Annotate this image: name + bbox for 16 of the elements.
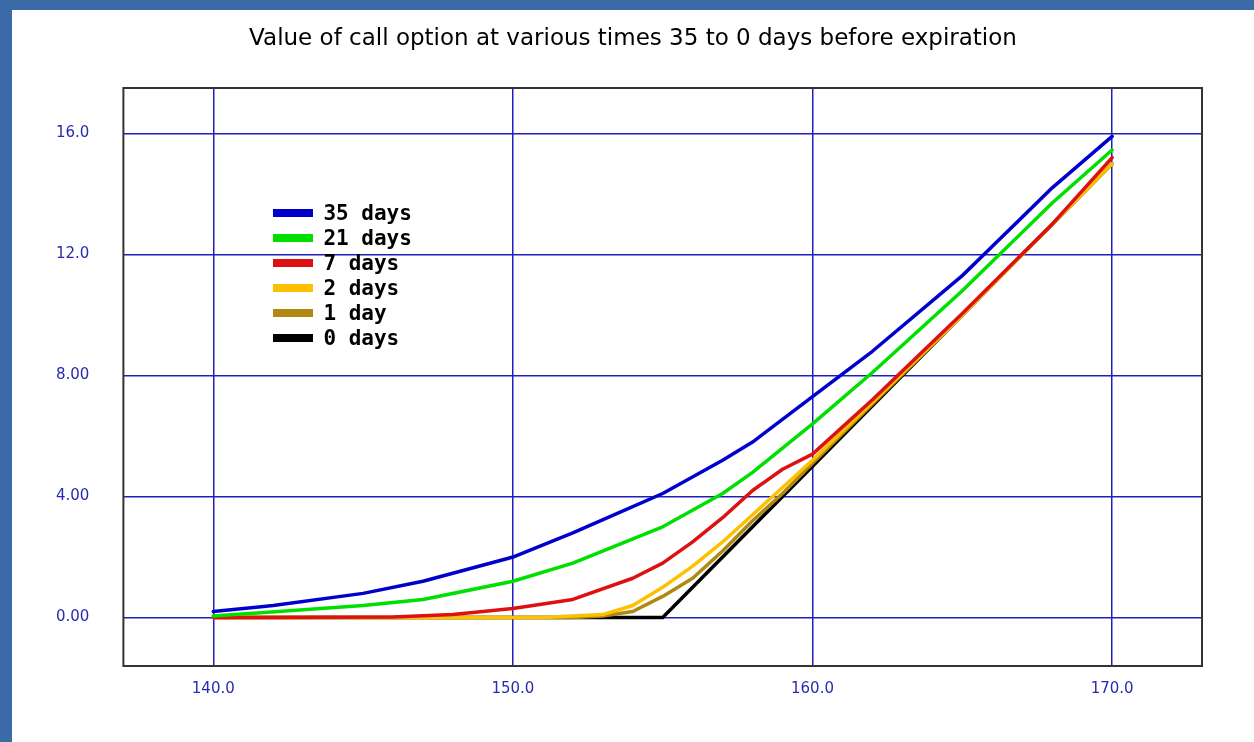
legend-label: 21 days bbox=[323, 225, 412, 250]
legend-label: 35 days bbox=[323, 200, 412, 225]
x-tick-label: 140.0 bbox=[191, 678, 235, 697]
legend-label: 7 days bbox=[323, 250, 400, 275]
x-tick-label: 150.0 bbox=[491, 678, 535, 697]
legend-label: 1 day bbox=[323, 300, 387, 325]
legend-label: 0 days bbox=[323, 325, 400, 350]
x-tick-label: 170.0 bbox=[1090, 678, 1134, 697]
x-tick-label: 160.0 bbox=[791, 678, 834, 697]
legend-label: 2 days bbox=[323, 275, 400, 300]
y-tick-label: 4.00 bbox=[55, 486, 90, 505]
y-tick-label: 0.00 bbox=[55, 607, 90, 626]
y-tick-label: 16.0 bbox=[55, 123, 90, 142]
y-tick-label: 12.0 bbox=[55, 244, 90, 263]
y-tick-label: 8.00 bbox=[55, 365, 90, 384]
chart-title: Value of call option at various times 35 to 0 days before expiration bbox=[248, 24, 1018, 50]
